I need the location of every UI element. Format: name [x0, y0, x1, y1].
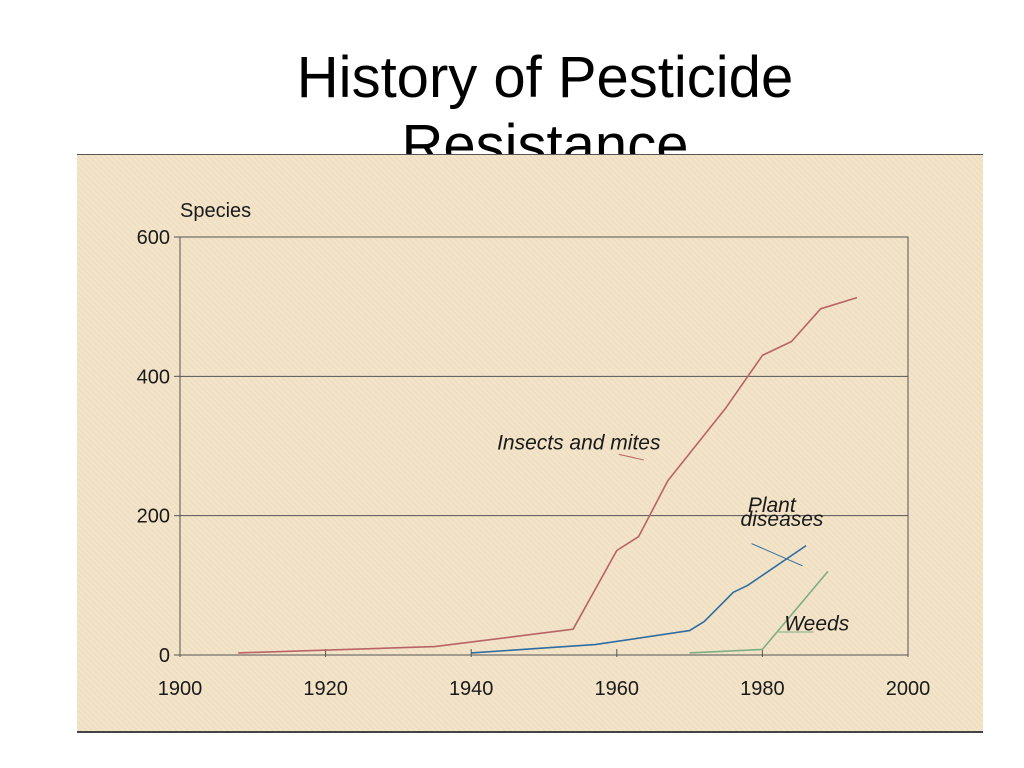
plot-frame	[179, 236, 909, 656]
series-label-diseases: diseases	[741, 508, 824, 531]
x-tick-label-1980: 1980	[740, 678, 785, 700]
x-tick-label-1920: 1920	[303, 678, 348, 700]
insects-leader	[618, 453, 644, 461]
line-chart: 0 200 400 600 1900 1920 1940 1960 1980 2000 Specie…	[137, 200, 931, 700]
plant-leader	[751, 543, 803, 567]
x-tick-label-1940: 1940	[449, 678, 494, 700]
y-tick-label-600: 600	[137, 227, 170, 249]
slide-title: History of Pesticide Resistance	[296, 45, 794, 156]
x-tick-label-1960: 1960	[595, 678, 640, 700]
chart-panel: 0 200 400 600 1900 1920 1940 1960 1980 2000 Specie…	[77, 154, 983, 733]
x-tick-label-1900: 1900	[158, 678, 203, 700]
series-label-weeds: Weeds	[784, 613, 849, 636]
y-tick-label-200: 200	[137, 506, 170, 528]
series-line-plant-diseases	[471, 544, 807, 654]
series-label-insects-and-mites: Insects and mites	[497, 431, 661, 454]
series-line-weeds	[689, 570, 829, 654]
series-line-insects-and-mites	[238, 296, 858, 654]
x-tick-label-2000: 2000	[886, 678, 931, 700]
series-label-plant: Plant	[748, 494, 797, 517]
y-tick-label-0: 0	[159, 645, 170, 667]
y-tick-label-400: 400	[137, 366, 170, 388]
y-axis-title: Species	[180, 200, 251, 222]
